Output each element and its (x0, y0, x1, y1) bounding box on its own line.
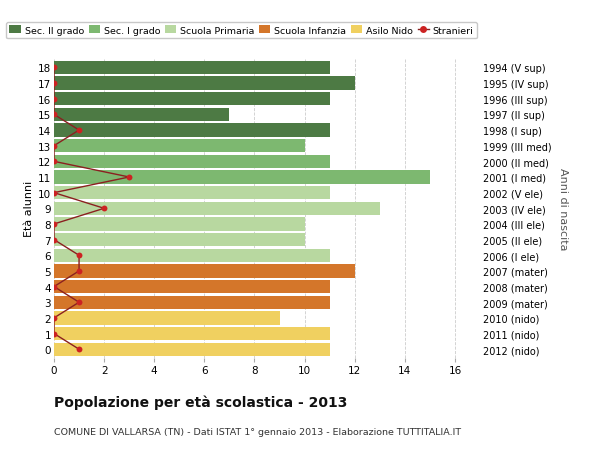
Point (74, 268, 84, 275)
Point (49, 330, 59, 337)
Point (49, 65, 59, 72)
Point (49, 221, 59, 228)
Point (74, 252, 84, 259)
Bar (54, 312, 280, 325)
Point (100, 205, 109, 213)
Y-axis label: Anni di nascita: Anni di nascita (558, 168, 568, 250)
Point (49, 283, 59, 291)
Point (74, 346, 84, 353)
Bar (54, 327, 329, 341)
Bar (54, 77, 355, 90)
Point (49, 112, 59, 119)
Bar (54, 171, 430, 184)
Point (49, 80, 59, 88)
Point (49, 143, 59, 150)
Point (49, 190, 59, 197)
Bar (54, 140, 305, 153)
Y-axis label: Età alunni: Età alunni (24, 181, 34, 237)
Point (49, 314, 59, 322)
Bar (54, 187, 329, 200)
Bar (54, 249, 329, 263)
Bar (54, 62, 329, 75)
Bar (54, 155, 329, 168)
Point (49, 158, 59, 166)
Bar (54, 343, 329, 356)
Bar (54, 296, 329, 309)
Bar (54, 234, 305, 247)
Legend: Sec. II grado, Sec. I grado, Scuola Primaria, Scuola Infanzia, Asilo Nido, Stran: Sec. II grado, Sec. I grado, Scuola Prim… (5, 22, 477, 39)
Bar (54, 265, 355, 278)
Point (49, 236, 59, 244)
Point (74, 127, 84, 134)
Bar (54, 218, 305, 231)
Bar (54, 202, 380, 215)
Bar (54, 280, 329, 294)
Point (74, 299, 84, 306)
Point (124, 174, 134, 181)
Bar (54, 124, 329, 137)
Text: Popolazione per età scolastica - 2013: Popolazione per età scolastica - 2013 (54, 395, 347, 409)
Bar (54, 108, 229, 122)
Bar (54, 93, 329, 106)
Text: COMUNE DI VALLARSA (TN) - Dati ISTAT 1° gennaio 2013 - Elaborazione TUTTITALIA.I: COMUNE DI VALLARSA (TN) - Dati ISTAT 1° … (54, 427, 461, 436)
Point (49, 96, 59, 103)
